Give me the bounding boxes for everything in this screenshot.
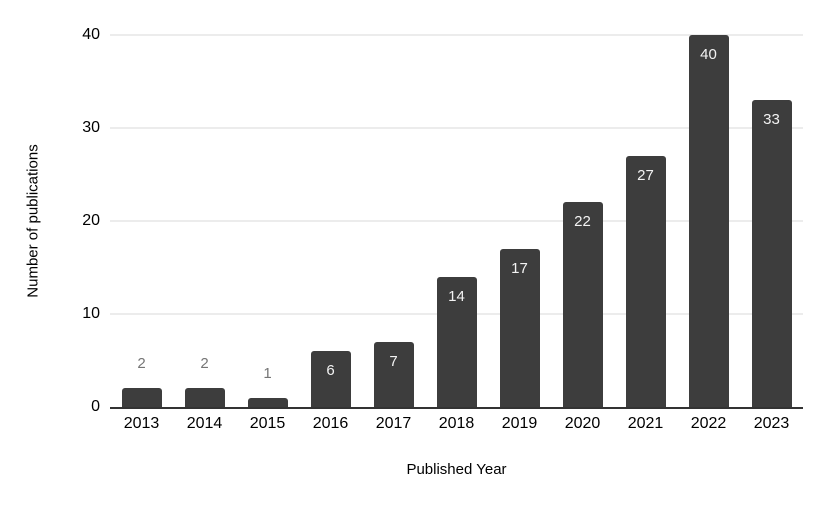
y-tick-label: 30	[82, 119, 100, 136]
bar-value-label: 1	[263, 364, 272, 382]
bar-slot: 7	[362, 35, 425, 407]
bar-2013: 2	[121, 356, 162, 407]
bar-value-label: 7	[389, 352, 398, 370]
bar-2020: 22	[562, 202, 603, 407]
bar-2022: 40	[688, 35, 729, 407]
bar-slot: 27	[614, 35, 677, 407]
bar-slot: 33	[740, 35, 803, 407]
bar-slot: 1	[236, 35, 299, 407]
gridline	[110, 34, 803, 36]
bar-2019: 17	[499, 248, 540, 407]
x-tick-label: 2016	[312, 415, 349, 432]
bar-value-label: 14	[448, 287, 465, 305]
bar-slot: 14	[425, 35, 488, 407]
bar-value-label: 22	[574, 213, 591, 231]
x-tick-label: 2017	[375, 415, 412, 432]
x-axis-title: Published Year	[406, 461, 507, 478]
bar-value-label: 40	[700, 46, 717, 63]
bar-slot: 40	[677, 35, 740, 407]
bar-2021: 27	[625, 155, 666, 407]
bar-2016: 6	[310, 351, 351, 407]
bar-value-label: 17	[511, 259, 528, 277]
bar-slot: 2	[173, 35, 236, 407]
bar-value-label: 2	[137, 355, 146, 373]
bar-value-label: 6	[326, 362, 335, 380]
bar-2017: 7	[373, 341, 414, 407]
bar-value-label: 2	[200, 355, 209, 373]
bar-value-label: 33	[763, 111, 780, 129]
gridline	[110, 220, 803, 222]
bar-slot: 17	[488, 35, 551, 407]
x-tick-label: 2023	[753, 415, 790, 432]
gridline	[110, 127, 803, 129]
plot-area: 2 2 1 6 7 14 17 22 27 40 33	[110, 34, 803, 409]
bar-2023: 33	[751, 100, 792, 407]
bar-slot: 2	[110, 35, 173, 407]
y-tick-label: 0	[91, 398, 100, 415]
bars: 2 2 1 6 7 14 17 22 27 40 33	[110, 35, 803, 407]
x-tick-label: 2019	[501, 415, 538, 432]
x-axis-labels: 2013 2014 2015 2016 2017 2018 2019 2020 2021 2022…	[110, 415, 803, 433]
x-tick-label: 2018	[438, 415, 475, 432]
bar-slot: 22	[551, 35, 614, 407]
y-tick-label: 20	[82, 212, 100, 229]
y-axis-ticks: 0 10 20 30 40	[0, 27, 100, 415]
x-tick-label: 2015	[249, 415, 286, 432]
bar-value-label: 27	[637, 166, 654, 184]
bar-2015: 1	[247, 365, 288, 407]
y-tick-label: 10	[82, 305, 100, 322]
x-tick-label: 2021	[627, 415, 664, 432]
y-tick-label: 40	[82, 26, 100, 43]
bar-slot: 6	[299, 35, 362, 407]
x-tick-label: 2013	[123, 415, 160, 432]
bar-2014: 2	[184, 356, 225, 407]
x-tick-label: 2014	[186, 415, 223, 432]
x-tick-label: 2020	[564, 415, 601, 432]
bar-2018: 14	[436, 276, 477, 407]
x-tick-label: 2022	[690, 415, 727, 432]
